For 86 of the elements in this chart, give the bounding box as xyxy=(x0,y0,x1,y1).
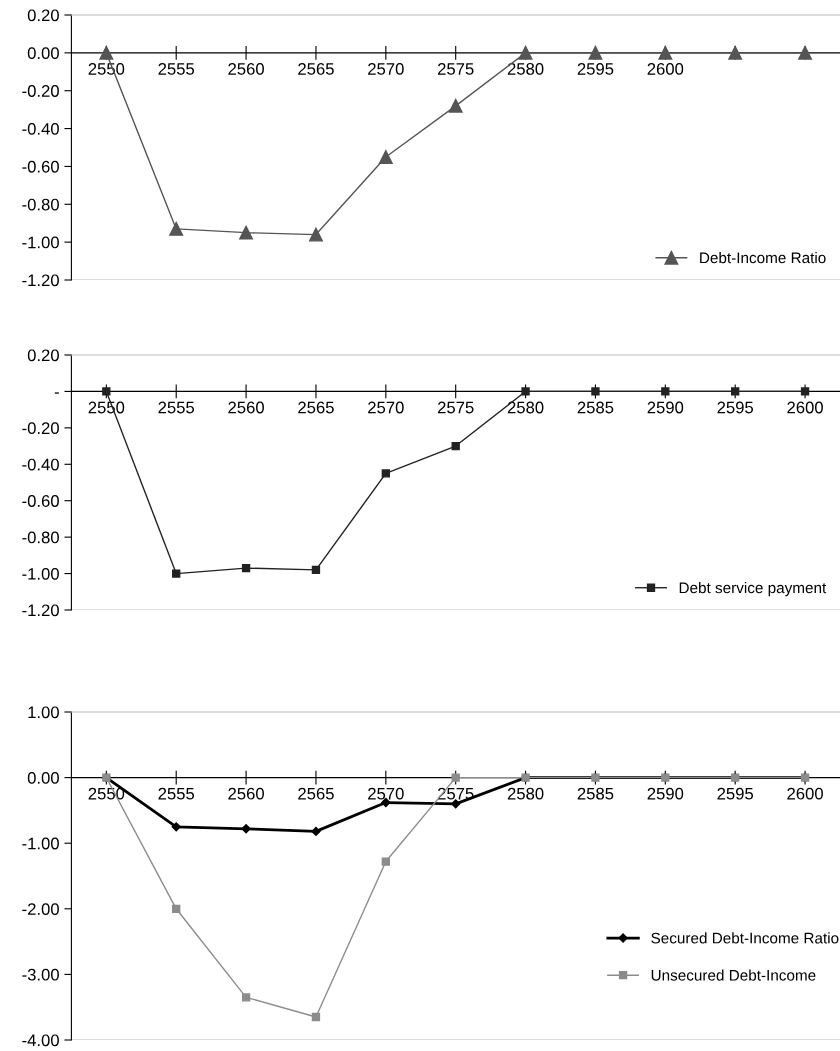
point xyxy=(311,565,321,575)
point xyxy=(309,227,323,242)
point xyxy=(378,150,393,164)
x-tick-label: 2585 xyxy=(577,401,614,414)
x-tick-label: 2560 xyxy=(228,63,264,75)
y-tick-label: -0.20 xyxy=(22,85,59,97)
y-tick-label: -1.00 xyxy=(22,236,59,249)
y-tick-label: -4.00 xyxy=(22,1034,59,1047)
point xyxy=(798,45,813,60)
point xyxy=(172,904,181,913)
x-tick-label: 2570 xyxy=(368,401,404,414)
y-tick-label: -1.20 xyxy=(22,274,59,287)
y-tick-label: 0.20 xyxy=(27,349,59,362)
x-tick-label: 2560 xyxy=(228,787,264,800)
x-tick-label: 2555 xyxy=(158,787,195,800)
point xyxy=(591,387,600,396)
x-tick-label: 2575 xyxy=(438,63,474,75)
y-tick-label: 0.00 xyxy=(27,47,59,60)
point xyxy=(241,563,251,573)
x-tick-label: 2595 xyxy=(577,63,614,75)
x-tick-label: 2555 xyxy=(158,63,195,75)
y-tick-label: -1.00 xyxy=(22,837,59,850)
x-tick-label: 2600 xyxy=(787,401,823,414)
x-tick-label: 2555 xyxy=(158,401,195,414)
point xyxy=(448,98,463,113)
legend-label: Debt-Income Ratio xyxy=(700,252,826,264)
x-tick-label: 2580 xyxy=(507,63,544,75)
x-tick-label: 2560 xyxy=(228,401,264,414)
y-tick-label: -3.00 xyxy=(22,968,59,981)
x-tick-label: 2565 xyxy=(298,787,334,800)
point xyxy=(381,469,390,478)
point xyxy=(661,387,670,396)
x-tick-label: 2600 xyxy=(647,63,684,75)
x-tick-label: 2590 xyxy=(647,401,684,414)
point xyxy=(311,826,321,837)
point xyxy=(241,824,251,834)
x-tick-label: 2590 xyxy=(647,787,684,800)
x-tick-label: 2550 xyxy=(88,63,125,75)
y-tick-label: -0.80 xyxy=(22,198,59,211)
y-tick-label: -0.40 xyxy=(22,122,59,135)
x-tick-label: 2570 xyxy=(368,63,404,75)
point xyxy=(311,1012,321,1022)
x-tick-label: 2585 xyxy=(577,787,614,800)
point xyxy=(239,225,254,240)
y-tick-label: 0.00 xyxy=(27,772,59,784)
y-tick-label: 1.00 xyxy=(28,706,59,719)
x-tick-label: 2595 xyxy=(717,401,754,414)
x-tick-label: 2595 xyxy=(717,787,754,800)
point xyxy=(731,387,740,396)
point xyxy=(171,822,181,832)
point xyxy=(800,387,810,396)
point xyxy=(451,799,461,809)
x-tick-label: 2570 xyxy=(368,787,404,800)
point xyxy=(169,221,184,236)
y-tick-label: -1.00 xyxy=(22,567,59,580)
x-tick-label: 2580 xyxy=(507,787,544,800)
x-tick-label: 2600 xyxy=(787,787,823,800)
point xyxy=(172,569,181,578)
point xyxy=(521,387,530,396)
y-tick-label: -0.40 xyxy=(22,458,59,471)
point xyxy=(518,45,533,60)
legend-label: Unsecured Debt-Income xyxy=(651,969,816,981)
y-tick-label: -0.60 xyxy=(22,160,59,173)
y-tick-label: - xyxy=(54,392,59,394)
legend-label: Secured Debt-Income Ratio xyxy=(651,932,839,944)
point xyxy=(99,45,114,60)
y-tick-label: -0.60 xyxy=(22,495,59,507)
x-tick-label: 2550 xyxy=(88,787,125,800)
point xyxy=(728,45,743,60)
point xyxy=(241,993,251,1002)
legend-label: Debt service payment xyxy=(679,582,827,597)
x-tick-label: 2575 xyxy=(438,401,474,414)
y-tick-label: -1.20 xyxy=(22,604,59,617)
point xyxy=(451,773,460,782)
x-tick-label: 2565 xyxy=(298,63,334,75)
x-tick-label: 2565 xyxy=(298,401,334,414)
point xyxy=(102,387,111,396)
point xyxy=(451,441,460,451)
y-tick-label: -0.20 xyxy=(22,422,59,435)
point xyxy=(381,857,390,866)
x-tick-label: 2580 xyxy=(507,401,544,414)
y-tick-label: -0.80 xyxy=(22,531,59,544)
point xyxy=(588,45,603,60)
point xyxy=(658,45,673,60)
y-tick-label: -2.00 xyxy=(22,903,59,915)
y-tick-label: 0.20 xyxy=(27,9,59,22)
